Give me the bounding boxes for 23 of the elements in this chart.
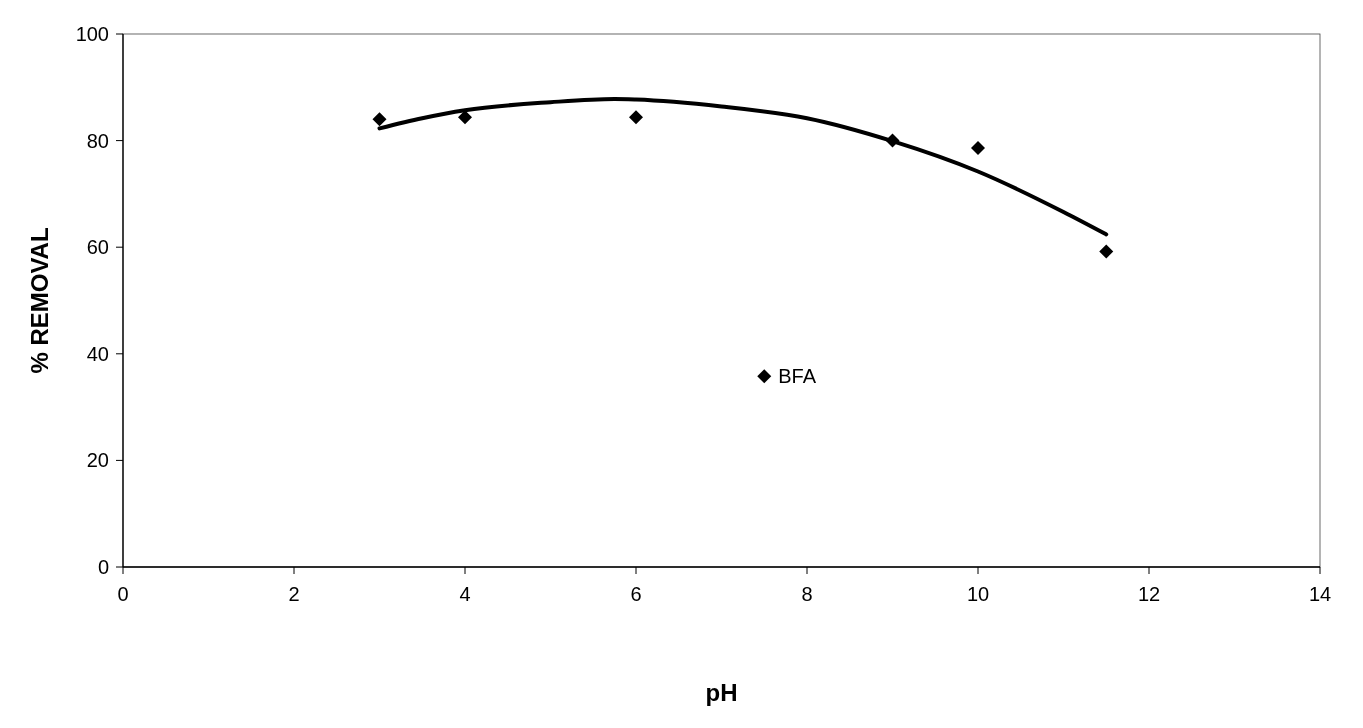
- point: [372, 112, 387, 127]
- y-axis-title: % REMOVAL: [26, 227, 53, 374]
- point: [1099, 244, 1114, 259]
- annotation: BFA: [778, 365, 817, 388]
- x-tick-label: 0: [117, 583, 129, 605]
- x-tick-label: 8: [801, 583, 813, 605]
- y-tick-label: 60: [86, 236, 109, 259]
- point: [458, 110, 472, 125]
- point: [629, 110, 643, 125]
- x-tick-label: 4: [459, 583, 471, 605]
- y-tick-label: 20: [86, 449, 109, 472]
- x-axis-title: pH: [705, 679, 738, 706]
- x-tick-label: 12: [1137, 583, 1161, 605]
- x-tick-label: 6: [630, 583, 642, 605]
- y-tick-label: 100: [75, 23, 109, 45]
- x-tick-label: 2: [288, 583, 300, 605]
- x-tick-label: 14: [1308, 583, 1332, 605]
- point: [971, 141, 985, 156]
- point: [757, 369, 772, 384]
- y-tick-label: 80: [86, 129, 109, 152]
- y-tick-label: 40: [86, 342, 109, 365]
- x-tick-label: 10: [966, 583, 990, 605]
- y-tick-label: 0: [97, 556, 109, 578]
